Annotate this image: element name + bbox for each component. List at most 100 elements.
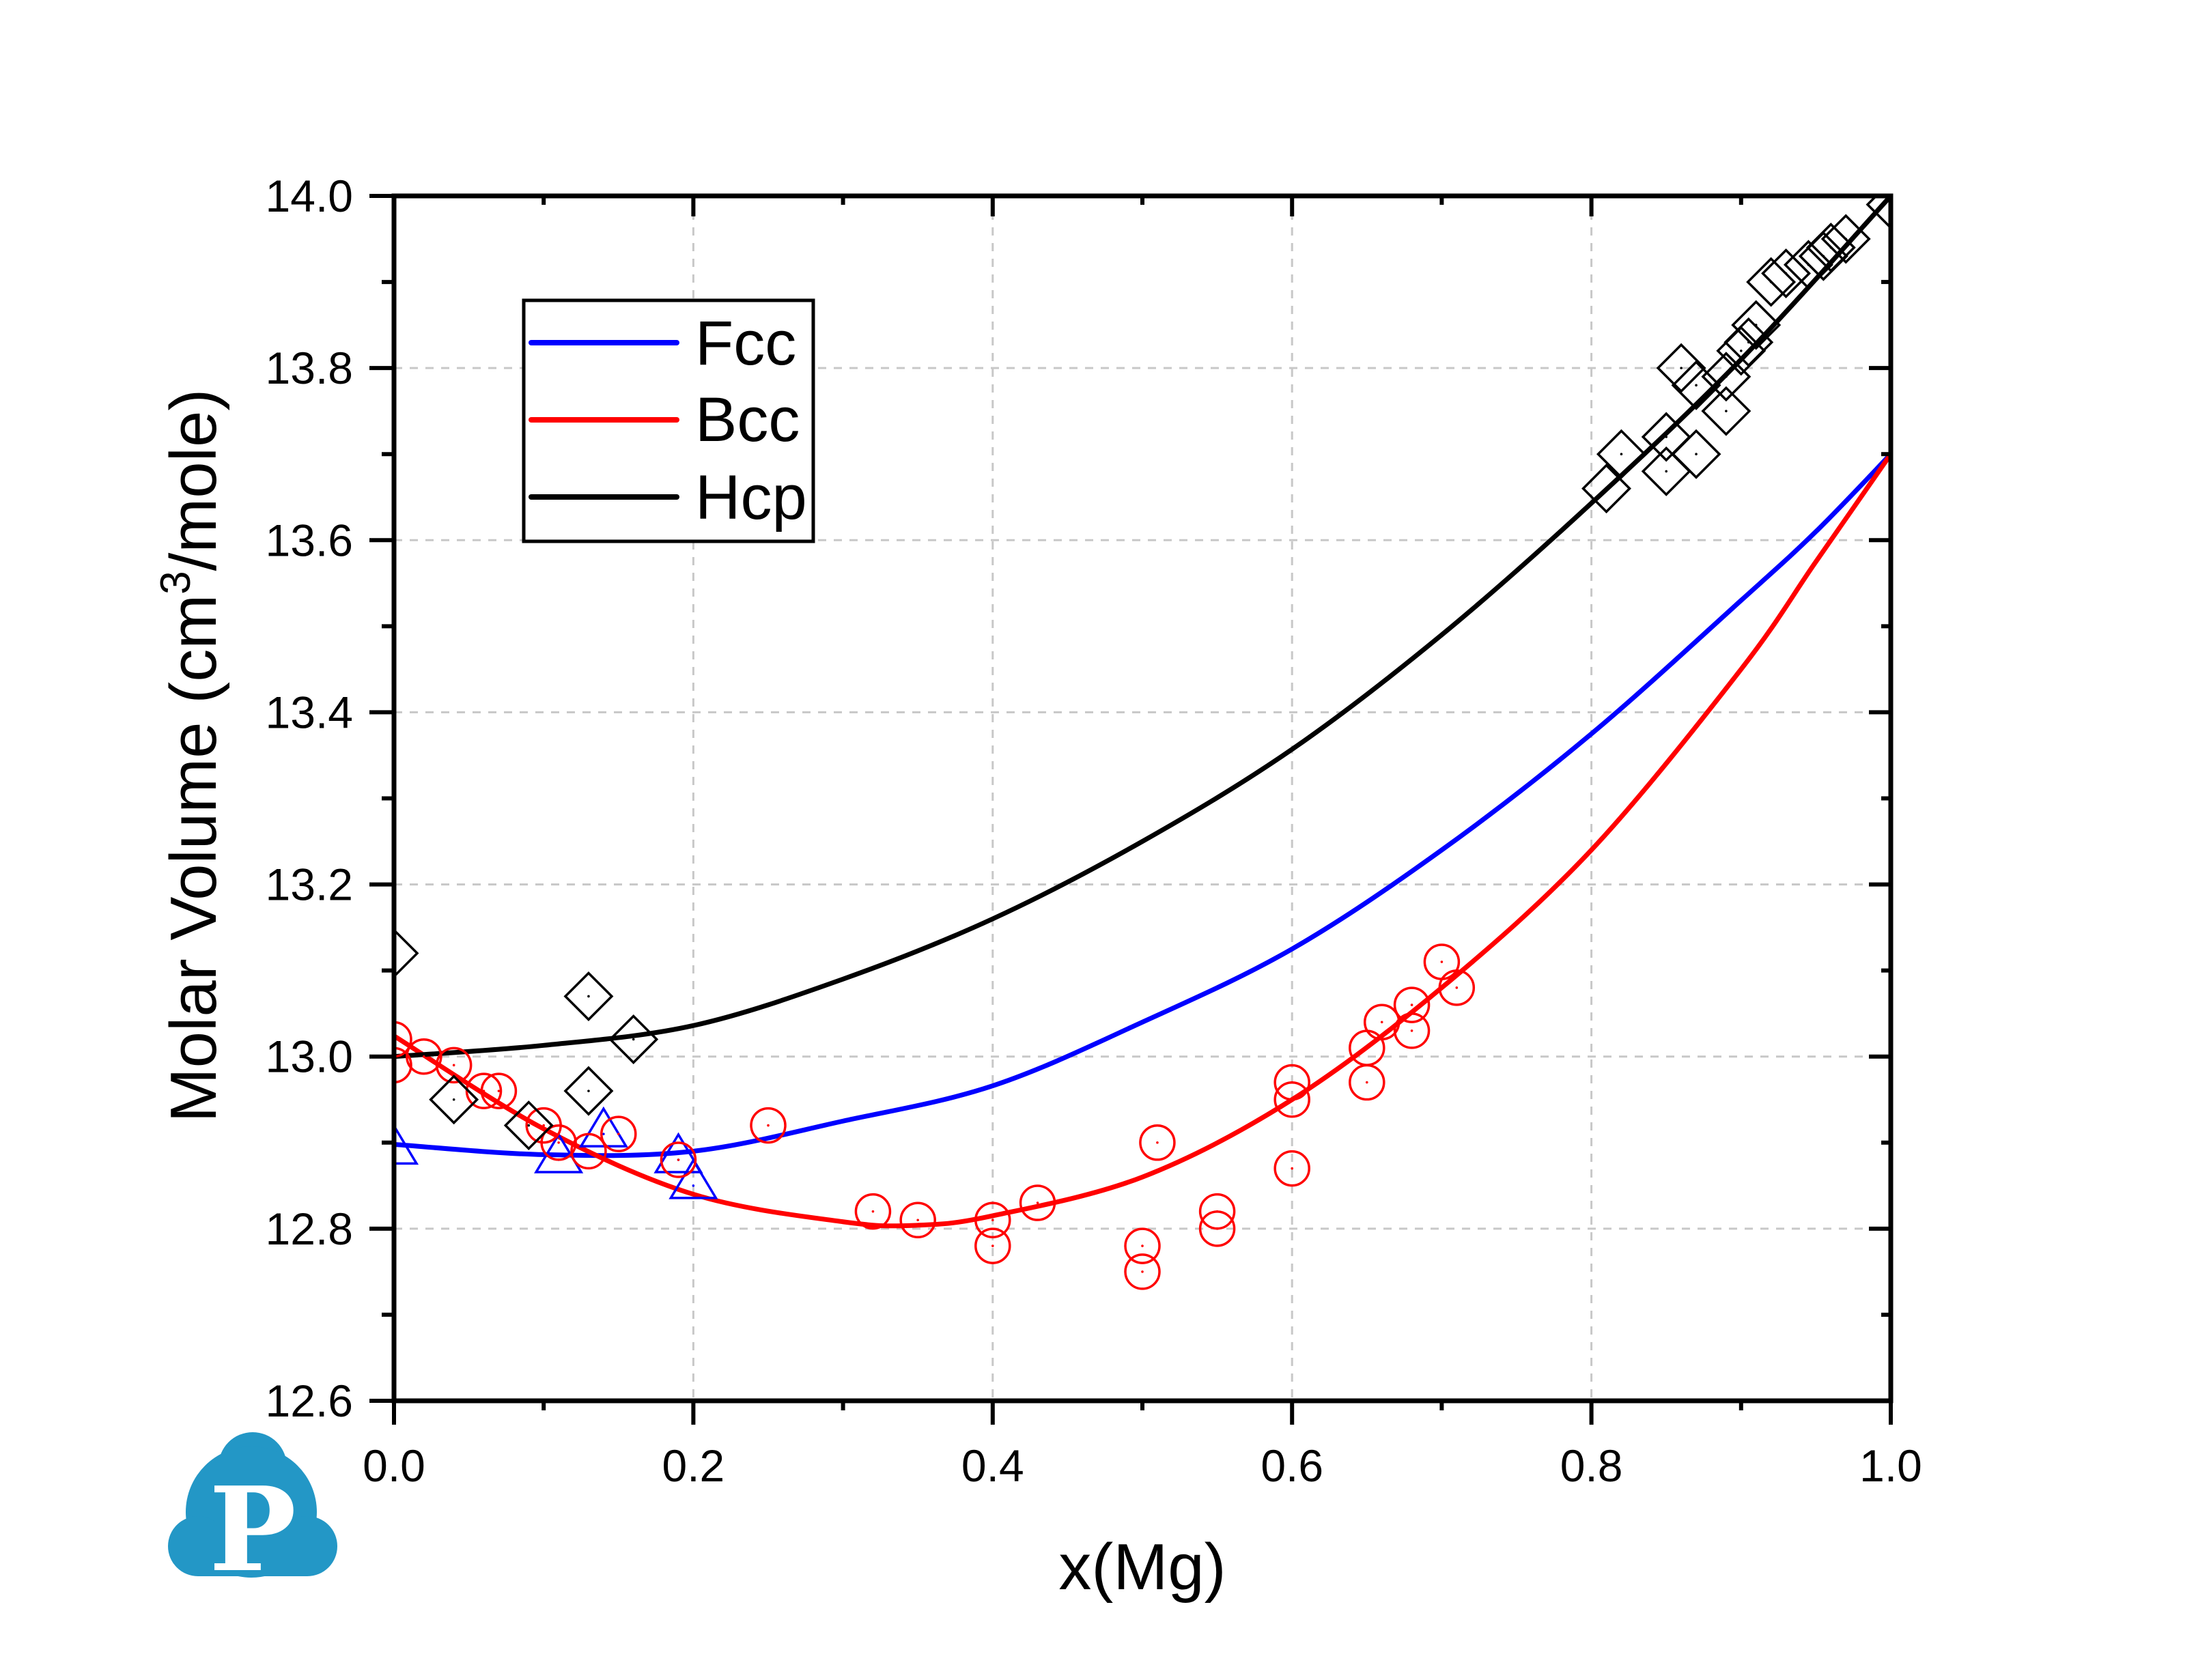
x-axis-title: x(Mg) — [1058, 1530, 1226, 1604]
marker-hcp-experimental — [563, 1066, 614, 1116]
marker-center-dot — [1665, 436, 1667, 438]
marker-center-dot — [692, 1184, 695, 1187]
marker-center-dot — [1141, 1270, 1144, 1273]
marker-bcc-experimental — [974, 1201, 1011, 1238]
triangle-marker — [578, 1106, 628, 1148]
marker-center-dot — [991, 1244, 994, 1247]
diamond-marker — [1581, 464, 1631, 514]
diamond-marker — [1701, 352, 1751, 402]
circle-marker — [406, 1038, 442, 1075]
marker-center-dot — [527, 1124, 531, 1127]
diamond-marker — [1671, 360, 1721, 410]
marker-bcc-experimental — [899, 1201, 936, 1238]
legend-label-bcc: Bcc — [695, 385, 800, 455]
marker-center-dot — [991, 1219, 994, 1222]
marker-bcc-experimental — [1273, 1081, 1310, 1118]
triangle-marker — [394, 1123, 419, 1165]
marker-center-dot — [1410, 1029, 1413, 1032]
marker-bcc-experimental — [1393, 986, 1431, 1023]
marker-center-dot — [602, 1133, 605, 1135]
marker-center-dot — [871, 1210, 875, 1213]
experimental-markers — [394, 196, 1891, 1290]
marker-center-dot — [1366, 1047, 1368, 1049]
x-tick-label: 1.0 — [1859, 1440, 1922, 1491]
model-curves — [394, 196, 1891, 1229]
brand-logo: P — [168, 1432, 337, 1598]
marker-bcc-experimental — [406, 1038, 442, 1075]
y-axis-title-main: Molar Volume (cm — [157, 595, 230, 1123]
marker-center-dot — [1725, 375, 1728, 378]
marker-center-dot — [497, 1090, 501, 1092]
logo-letter: P — [209, 1462, 296, 1598]
diamond-marker — [608, 1014, 659, 1064]
marker-bcc-experimental — [974, 1227, 1011, 1264]
legend: Fcc Bcc Hcp — [522, 298, 815, 543]
marker-center-dot — [452, 1098, 455, 1101]
diamond-marker — [1671, 429, 1721, 479]
y-tick-label: 13.8 — [266, 343, 353, 393]
marker-bcc-experimental — [1349, 1064, 1385, 1101]
marker-hcp-experimental — [563, 971, 614, 1021]
marker-center-dot — [1605, 487, 1608, 490]
marker-center-dot — [1291, 1167, 1293, 1170]
circle-marker — [1393, 986, 1431, 1023]
marker-center-dot — [916, 1219, 919, 1222]
marker-hcp-experimental — [1820, 214, 1871, 264]
marker-center-dot — [617, 1133, 620, 1135]
curve-bcc — [394, 453, 1891, 1229]
marker-bcc-experimental — [854, 1193, 892, 1230]
circle-marker — [750, 1107, 787, 1144]
y-tick-label: 14.0 — [266, 171, 353, 221]
marker-fcc-experimental — [668, 1158, 718, 1199]
marker-center-dot — [1695, 453, 1698, 456]
marker-center-dot — [1680, 367, 1683, 369]
diamond-marker — [1820, 214, 1871, 264]
diamond-marker — [1723, 317, 1774, 367]
marker-center-dot — [452, 1064, 455, 1067]
circle-marker — [600, 1115, 637, 1152]
marker-center-dot — [1455, 986, 1459, 989]
y-tick-label: 13.2 — [266, 859, 353, 910]
marker-center-dot — [1036, 1201, 1039, 1204]
marker-hcp-experimental — [1581, 464, 1631, 514]
marker-center-dot — [1215, 1227, 1219, 1230]
diamond-marker — [1761, 248, 1812, 298]
x-tick-label: 0.8 — [1560, 1440, 1623, 1491]
diamond-marker — [429, 1074, 479, 1125]
marker-bcc-experimental — [1198, 1210, 1236, 1247]
curve-hcp — [394, 196, 1891, 1059]
y-tick-label: 13.6 — [266, 515, 353, 565]
marker-bcc-experimental — [600, 1115, 637, 1152]
circle-marker — [570, 1133, 607, 1170]
marker-center-dot — [1822, 255, 1825, 258]
y-tick-label: 12.6 — [266, 1376, 353, 1426]
circle-marker — [1349, 1064, 1385, 1101]
marker-center-dot — [423, 1055, 425, 1058]
circle-marker — [1124, 1227, 1161, 1264]
marker-hcp-experimental — [1671, 360, 1721, 410]
diamond-marker — [1596, 429, 1646, 479]
marker-center-dot — [1695, 384, 1698, 387]
circle-marker — [899, 1201, 936, 1238]
marker-center-dot — [1620, 453, 1623, 456]
circle-marker — [394, 1021, 412, 1058]
marker-bcc-experimental — [660, 1141, 697, 1178]
circle-marker — [1393, 1012, 1431, 1049]
marker-center-dot — [1366, 1081, 1368, 1084]
marker-fcc-experimental — [578, 1106, 628, 1148]
marker-bcc-experimental — [750, 1107, 787, 1144]
circle-marker — [1198, 1210, 1236, 1247]
marker-bcc-experimental — [1273, 1150, 1310, 1187]
marker-hcp-experimental — [1731, 300, 1782, 350]
y-tick-label: 13.0 — [266, 1031, 353, 1082]
diamond-marker — [563, 1066, 614, 1116]
curve-fcc — [394, 452, 1891, 1158]
marker-bcc-experimental — [1393, 1012, 1431, 1049]
marker-center-dot — [1380, 1021, 1383, 1024]
marker-center-dot — [1440, 960, 1444, 963]
marker-bcc-experimental — [1363, 1003, 1400, 1041]
triangle-marker — [668, 1158, 718, 1199]
marker-center-dot — [1784, 272, 1788, 275]
